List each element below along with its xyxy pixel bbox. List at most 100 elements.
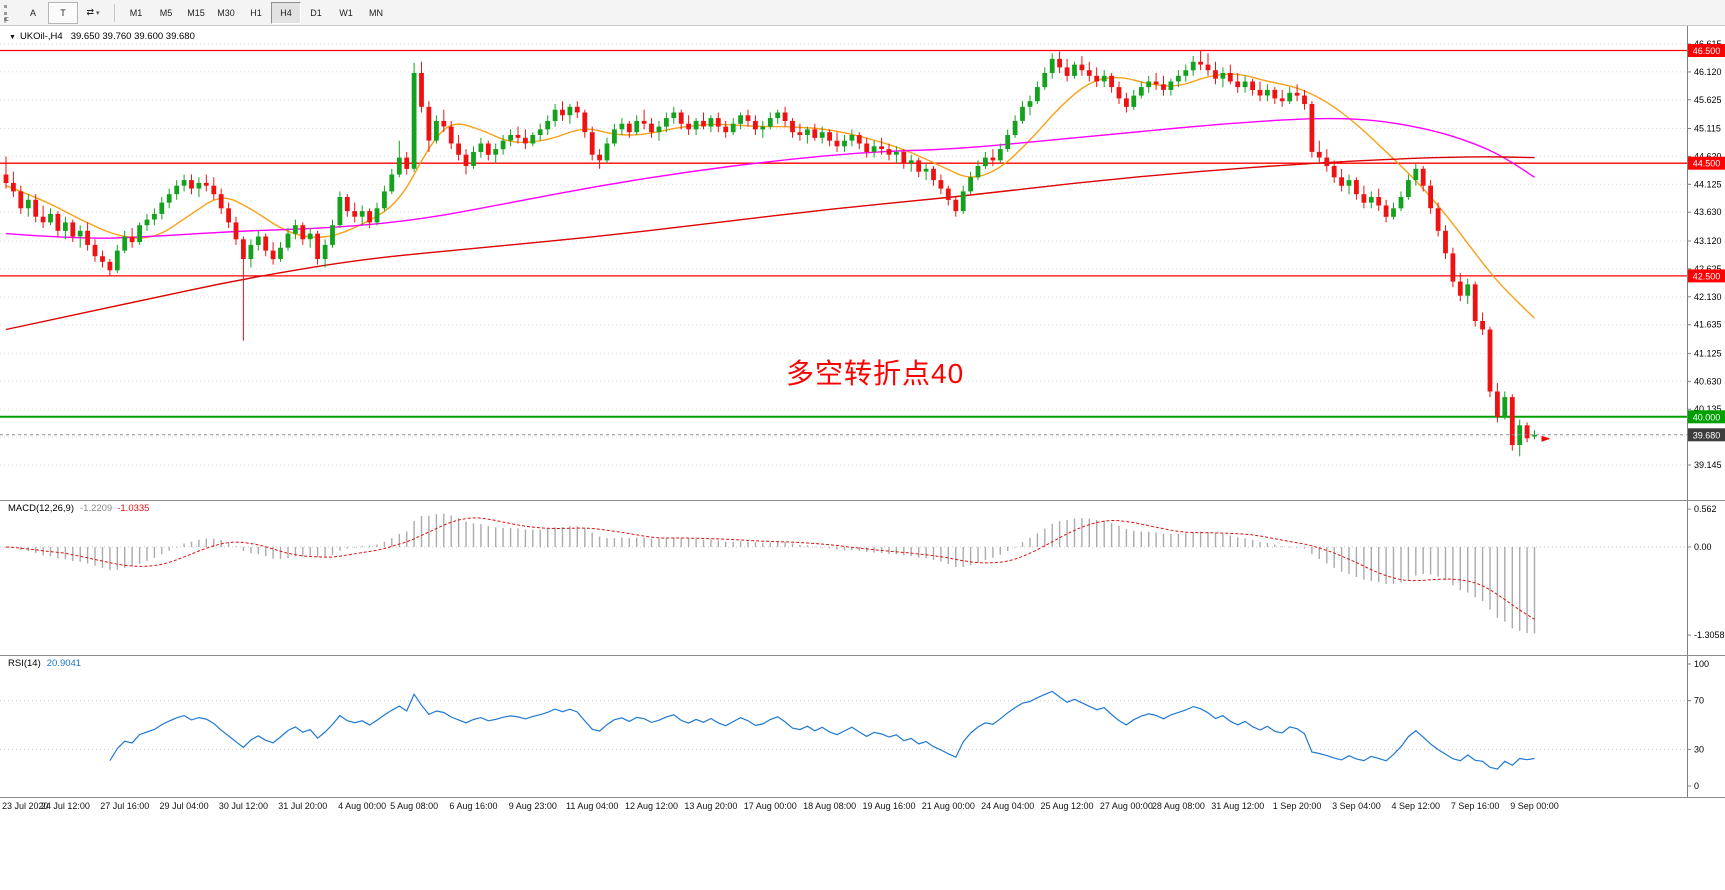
time-axis-label: 9 Aug 23:00 — [508, 801, 557, 811]
time-axis-label: 5 Aug 08:00 — [390, 801, 439, 811]
svg-text:-1.3058: -1.3058 — [1694, 630, 1725, 640]
svg-text:41.635: 41.635 — [1694, 320, 1722, 330]
svg-text:40.000: 40.000 — [1693, 412, 1721, 422]
axis-badge-39.680: 39.680 — [1688, 428, 1725, 442]
axis-badge-42.500: 42.500 — [1688, 269, 1725, 283]
toolbar-timeframes: M1 M5 M15 M30 H1 H4 D1 W1 MN — [121, 1, 391, 24]
svg-text:39.145: 39.145 — [1694, 460, 1722, 470]
macd-label: MACD(12,26,9) -1.2209 -1.0335 — [6, 503, 152, 514]
svg-text:46.500: 46.500 — [1693, 46, 1721, 56]
svg-text:43.630: 43.630 — [1694, 207, 1722, 217]
svg-text:30: 30 — [1694, 744, 1704, 754]
macd-main-value: -1.2209 — [80, 503, 113, 514]
rsi-value: 20.9041 — [46, 658, 82, 669]
time-axis-label: 21 Aug 00:00 — [921, 801, 975, 811]
rsi-line — [109, 690, 1535, 770]
collapse-triangle-icon[interactable]: ▼ — [9, 34, 16, 41]
chart-title: ▼ UKOil-,H4 39.650 39.760 39.600 39.680 — [6, 31, 198, 42]
dropdown-caret-icon[interactable]: ▾ — [96, 9, 100, 17]
timeframe-m1-button[interactable]: M1 — [129, 7, 143, 18]
time-axis-label: 25 Aug 12:00 — [1040, 801, 1094, 811]
svg-text:40.135: 40.135 — [1694, 404, 1722, 414]
toolbar-tools: A T ⇄ ▾ — [18, 1, 108, 24]
rsi-title: RSI(14) — [8, 658, 41, 669]
svg-text:0: 0 — [1694, 781, 1699, 791]
time-axis-label: 12 Aug 12:00 — [625, 801, 679, 811]
svg-text:44.620: 44.620 — [1694, 151, 1722, 161]
time-axis-label: 6 Aug 16:00 — [449, 801, 498, 811]
timeframe-d1-button[interactable]: D1 — [310, 7, 322, 18]
chart-annotation[interactable]: 多空转折点40 — [786, 358, 965, 389]
svg-text:0.00: 0.00 — [1694, 542, 1712, 552]
svg-text:39.680: 39.680 — [1693, 430, 1721, 440]
axis-badge-46.500: 46.500 — [1688, 44, 1725, 57]
top-toolbar: A T ⇄ ▾ M1 M5 M15 M30 H1 H4 D1 W1 MN F — [0, 0, 1725, 26]
timeframe-m15-button[interactable]: M15 — [187, 7, 205, 18]
timeframe-h1-button[interactable]: H1 — [250, 7, 262, 18]
svg-text:44.500: 44.500 — [1693, 159, 1721, 169]
svg-text:42.130: 42.130 — [1694, 292, 1722, 302]
time-axis-label: 7 Sep 16:00 — [1450, 801, 1500, 811]
time-axis-label: 18 Aug 08:00 — [803, 801, 857, 811]
main-chart-canvas[interactable]: 46.61546.12045.62545.11544.62044.12543.6… — [0, 26, 1725, 500]
tool-text-button[interactable]: T — [48, 1, 78, 24]
macd-title: MACD(12,26,9) — [8, 503, 74, 514]
tool-font-button[interactable]: A — [29, 7, 36, 18]
svg-text:45.625: 45.625 — [1694, 95, 1722, 105]
axis-badge-40.000: 40.000 — [1688, 410, 1725, 424]
svg-text:45.115: 45.115 — [1694, 124, 1721, 134]
symbol-period-label: UKOil-,H4 — [19, 31, 63, 42]
timeframe-h4-button[interactable]: H4 — [271, 1, 301, 24]
price-arrow-icon — [1541, 435, 1551, 442]
macd-histogram — [5, 513, 1536, 634]
time-axis-label: 31 Jul 20:00 — [278, 801, 328, 811]
timeframe-m5-button[interactable]: M5 — [159, 7, 173, 18]
time-axis-label: 31 Aug 12:00 — [1211, 801, 1265, 811]
timeframe-mn-button[interactable]: MN — [369, 7, 383, 18]
svg-text:70: 70 — [1694, 696, 1704, 706]
time-axis-label: 13 Aug 20:00 — [684, 801, 738, 811]
svg-text:44.125: 44.125 — [1694, 179, 1722, 189]
candles-layer[interactable] — [3, 50, 1537, 457]
macd-axis: 0.562 0.00 -1.3058 — [1687, 504, 1725, 640]
tool-cycle-button[interactable]: ⇄ ▾ — [86, 7, 100, 17]
toolbar-grip-icon[interactable] — [4, 4, 12, 21]
time-axis-label: 24 Aug 04:00 — [981, 801, 1035, 811]
ma-slow-red — [5, 156, 1535, 331]
macd-signal-value: -1.0335 — [117, 503, 150, 514]
time-axis-label: 27 Jul 16:00 — [100, 801, 150, 811]
time-axis-label: 29 Jul 04:00 — [159, 801, 209, 811]
time-axis-label: 24 Jul 12:00 — [40, 801, 90, 811]
time-axis-label: 3 Sep 04:00 — [1332, 801, 1381, 811]
rsi-label: RSI(14) 20.9041 — [6, 658, 84, 669]
time-axis-label: 11 Aug 04:00 — [565, 801, 619, 811]
time-axis-label: 27 Aug 00:00 — [1099, 801, 1153, 811]
axis-badge-44.500: 44.500 — [1688, 156, 1725, 170]
svg-text:43.120: 43.120 — [1694, 236, 1722, 246]
time-axis-label: 4 Sep 12:00 — [1391, 801, 1441, 811]
rsi-panel-canvas[interactable]: 100 70 30 0 — [0, 655, 1725, 798]
svg-text:100: 100 — [1694, 659, 1709, 669]
time-axis-label: 17 Aug 00:00 — [743, 801, 797, 811]
time-axis-label: 1 Sep 20:00 — [1272, 801, 1322, 811]
svg-text:42.625: 42.625 — [1694, 264, 1722, 274]
time-axis-label: 23 Jul 2020 — [2, 801, 49, 811]
macd-panel-canvas[interactable]: 0.562 0.00 -1.3058 — [0, 500, 1725, 656]
time-axis[interactable]: 23 Jul 2020 24 Jul 12:00 27 Jul 16:00 29 Ju… — [0, 797, 1725, 818]
svg-text:40.630: 40.630 — [1694, 376, 1722, 386]
toolbar-separator — [114, 3, 115, 22]
timeframe-m30-button[interactable]: M30 — [217, 7, 235, 18]
time-axis-label: 4 Aug 00:00 — [338, 801, 387, 811]
svg-text:0.562: 0.562 — [1694, 504, 1717, 514]
svg-text:46.120: 46.120 — [1694, 67, 1722, 77]
left-rail-f-label: F — [4, 16, 9, 25]
ma-mid-magenta — [5, 117, 1535, 239]
time-axis-label: 28 Aug 08:00 — [1151, 801, 1205, 811]
timeframe-w1-button[interactable]: W1 — [339, 7, 353, 18]
rsi-axis: 100 70 30 0 — [1687, 659, 1709, 791]
macd-signal-line — [5, 517, 1535, 620]
svg-text:41.125: 41.125 — [1694, 348, 1722, 358]
time-axis-label: 19 Aug 16:00 — [862, 801, 916, 811]
time-axis-label: 30 Jul 12:00 — [218, 801, 268, 811]
